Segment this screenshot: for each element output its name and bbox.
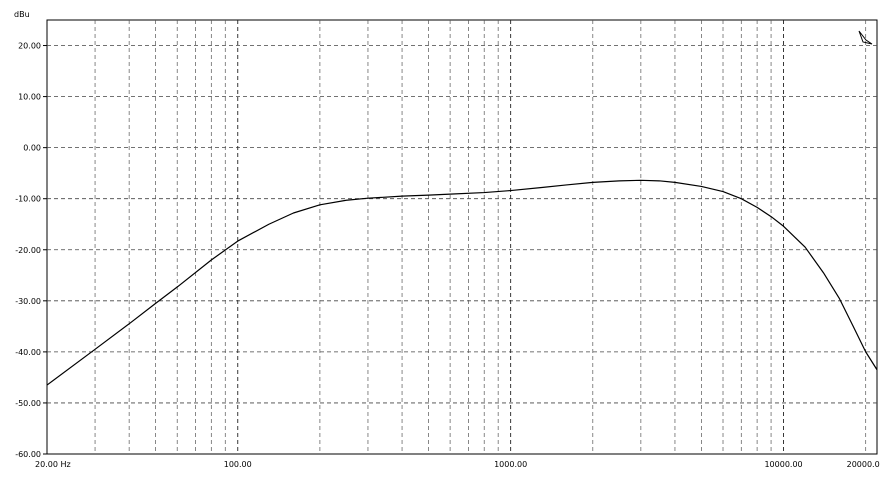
y-tick-label: 10.00 [18,93,41,102]
x-tick-label: 20000.00 [847,460,880,469]
y-tick-label: -10.00 [15,195,41,204]
x-tick-label: 100.00 [224,460,252,469]
y-tick-label: -60.00 [15,450,41,459]
y-tick-label: 0.00 [23,144,41,153]
triangle-cursor-icon[interactable] [858,30,873,45]
x-tick-label: 10000.00 [764,460,802,469]
x-tick-label: 20.00 Hz [35,460,71,469]
series-layer [46,179,878,386]
y-tick-label: -20.00 [15,246,41,255]
y-tick-label: 20.00 [18,42,41,51]
y-axis-unit-label: dBu [14,10,30,19]
tick-label-layer: 20.00 10.00 0.00 -10.00 -20.00 -30.00 -40.00 -5… [15,42,880,469]
x-tick-label: 1000.00 [494,460,527,469]
series-line [46,179,878,386]
plot-frame [46,19,878,455]
y-tick-label: -30.00 [15,297,41,306]
y-tick-label: -50.00 [15,399,41,408]
y-tick-label: -40.00 [15,348,41,357]
grid-layer [43,20,877,455]
